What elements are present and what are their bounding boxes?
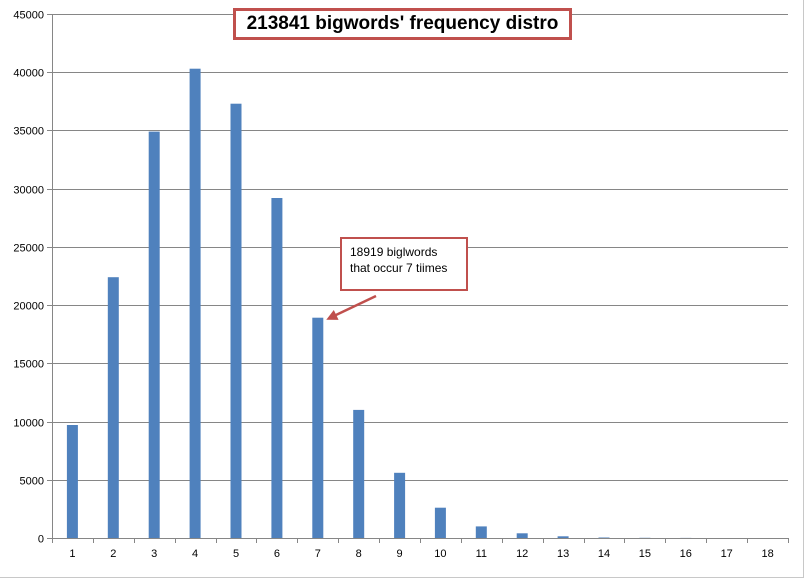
y-tick-labels: 0 5000 10000 15000 20000 25000 30000 35000 40000… — [13, 10, 44, 546]
chart-title: 213841 bigwords' frequency distro — [233, 8, 572, 40]
x-tick-label: 9 — [397, 548, 403, 560]
axes — [47, 14, 789, 543]
y-tick-label: 25000 — [13, 243, 44, 255]
y-tick-label: 0 — [38, 534, 44, 546]
bar-9 — [394, 472, 406, 538]
annotation-line-1: 18919 biglwords — [350, 245, 438, 259]
bar-7 — [312, 317, 324, 538]
y-tick-label: 35000 — [13, 126, 44, 138]
y-tick-label: 5000 — [20, 476, 44, 488]
bars — [66, 68, 692, 538]
x-tick-label: 14 — [598, 548, 610, 560]
bar-12 — [516, 533, 528, 538]
x-tick-label: 11 — [476, 548, 487, 560]
x-tick-label: 16 — [680, 548, 692, 560]
y-tick-label: 15000 — [13, 359, 44, 371]
bar-3 — [148, 131, 160, 538]
bar-10 — [434, 507, 446, 538]
bar-14 — [598, 537, 610, 538]
x-tick-label: 3 — [151, 548, 157, 560]
annotation-arrow-line — [331, 294, 377, 318]
x-tick-labels: 1 2 3 4 5 6 7 8 9 10 11 12 13 14 15 16 17 18 — [69, 548, 773, 560]
bar-13 — [557, 536, 569, 538]
bar-11 — [475, 526, 487, 538]
bar-8 — [353, 409, 365, 538]
y-tick-label: 40000 — [13, 68, 44, 80]
y-tick-label: 30000 — [13, 185, 44, 197]
x-tick-label: 17 — [721, 548, 733, 560]
x-tick-label: 10 — [434, 548, 446, 560]
x-tick-label: 6 — [274, 548, 280, 560]
x-tick-label: 15 — [639, 548, 651, 560]
bar-4 — [189, 68, 201, 538]
x-tick-label: 13 — [557, 548, 569, 560]
x-tick-label: 8 — [356, 548, 362, 560]
annotation-arrow — [326, 294, 377, 320]
x-tick-label: 18 — [761, 548, 773, 560]
x-tick-label: 2 — [110, 548, 116, 560]
annotation-line-2: that occur 7 tiimes — [350, 261, 448, 275]
x-tick-label: 5 — [233, 548, 239, 560]
bar-2 — [107, 277, 119, 538]
annotation-callout: 18919 biglwords that occur 7 tiimes — [340, 237, 468, 291]
y-tick-label: 45000 — [13, 10, 44, 22]
x-tick-label: 7 — [315, 548, 321, 560]
x-tick-label: 12 — [516, 548, 528, 560]
annotation-arrow-head — [326, 310, 339, 320]
bar-6 — [271, 198, 283, 538]
bar-1 — [66, 425, 78, 538]
y-tick-label: 10000 — [13, 418, 44, 430]
x-tick-label: 4 — [192, 548, 198, 560]
x-tick-label: 1 — [69, 548, 75, 560]
y-tick-label: 20000 — [13, 301, 44, 313]
bar-5 — [230, 103, 242, 538]
